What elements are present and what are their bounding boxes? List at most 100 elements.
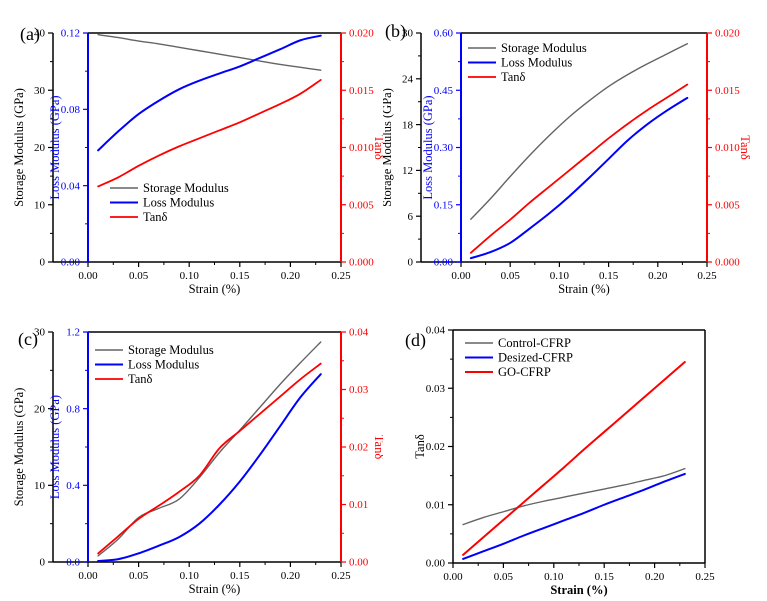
- legend-label: Loss Modulus: [143, 196, 214, 210]
- y-tick-label: 0.000: [349, 257, 374, 269]
- legend-label: Control-CFRP: [498, 336, 571, 350]
- y-tick-label: 30: [34, 327, 46, 339]
- x-tick-label: 0.25: [697, 270, 717, 282]
- legend-label: Tanδ: [128, 372, 153, 386]
- series-line-tan-: [469, 83, 689, 254]
- y-tick-label: 10: [34, 480, 46, 492]
- x-tick-label: 0.05: [501, 270, 521, 282]
- x-axis-title: Strain (%): [189, 582, 241, 596]
- x-tick-label: 0.20: [648, 270, 668, 282]
- chart-a: 0.00 0.05 0.10 0.15 0.20 0.25 Strain (%) 0 10 20 3…: [12, 24, 383, 296]
- x-tick-label: 0.15: [230, 270, 250, 282]
- x-tick-label: 0.05: [129, 270, 149, 282]
- series-line-go-cfrp: [462, 361, 686, 556]
- series-line-loss-modulus: [97, 34, 322, 152]
- x-tick-label: 0.15: [230, 570, 250, 582]
- y-tick-label: 0: [408, 257, 414, 269]
- y-axis-title-0: Storage Modulus (GPa): [383, 88, 394, 207]
- y-tick-label: 0.4: [66, 480, 80, 492]
- chart-b: 0.00 0.05 0.10 0.15 0.20 0.25 Strain (%) 0 6 12 18…: [383, 21, 752, 296]
- y-axis-title-0: Storage Modulus (GPa): [12, 388, 26, 507]
- y-tick-label: 20: [34, 142, 46, 154]
- panel-c: 0.00 0.05 0.10 0.15 0.20 0.25 Strain (%) 0 10 20 3…: [0, 300, 383, 601]
- y-tick-label: 20: [34, 403, 46, 415]
- x-tick-label: 0.05: [129, 570, 149, 582]
- series-line-tan-: [97, 362, 322, 555]
- y-tick-label: 0.00: [434, 257, 454, 269]
- y-axis-title-0: Tanδ: [413, 434, 427, 459]
- legend-label: Desized-CFRP: [498, 351, 573, 365]
- panel-a: 0.00 0.05 0.10 0.15 0.20 0.25 Strain (%) 0 10 20 3…: [0, 0, 383, 300]
- series-line-storage-modulus: [97, 34, 322, 71]
- y-axis-title-1: Loss Modulus (GPa): [421, 95, 435, 199]
- x-tick-label: 0.25: [331, 570, 351, 582]
- x-tick-label: 0.00: [78, 570, 98, 582]
- x-tick-label: 0.15: [599, 270, 619, 282]
- series-line-desized-cfrp: [462, 472, 686, 560]
- y-axis-title-2: Tanδ: [372, 135, 383, 160]
- y-tick-label: 0.00: [61, 257, 81, 269]
- series-line-loss-modulus: [97, 373, 322, 563]
- y-tick-label: 0.020: [715, 28, 740, 40]
- y-tick-label: 1.2: [66, 327, 80, 339]
- x-axis-title: Strain (%): [189, 282, 241, 296]
- y-tick-label: 0.04: [426, 325, 446, 337]
- x-tick-label: 0.10: [180, 570, 200, 582]
- y-tick-label: 0.03: [349, 384, 369, 396]
- x-tick-label: 0.20: [645, 571, 665, 583]
- x-tick-label: 0.00: [451, 270, 471, 282]
- legend-label: Loss Modulus: [128, 358, 199, 372]
- series-line-control-cfrp: [462, 467, 686, 526]
- x-tick-label: 0.10: [544, 571, 564, 583]
- legend-label: Loss Modulus: [501, 56, 572, 70]
- legend-label: Storage Modulus: [143, 181, 229, 195]
- y-tick-label: 0.12: [61, 28, 80, 40]
- panel-b: 0.00 0.05 0.10 0.15 0.20 0.25 Strain (%) 0 6 12 18…: [383, 0, 767, 300]
- y-tick-label: 0.30: [434, 142, 454, 154]
- y-tick-label: 0.15: [434, 199, 454, 211]
- y-tick-label: 0.04: [349, 327, 369, 339]
- y-tick-label: 0: [40, 257, 46, 269]
- x-tick-label: 0.05: [494, 571, 514, 583]
- y-tick-label: 0.005: [349, 199, 374, 211]
- x-tick-label: 0.10: [550, 270, 570, 282]
- y-tick-label: 6: [408, 211, 414, 223]
- y-tick-label: 0.005: [715, 199, 740, 211]
- x-tick-label: 0.00: [78, 270, 98, 282]
- chart-c: 0.00 0.05 0.10 0.15 0.20 0.25 Strain (%) 0 10 20 3…: [12, 327, 383, 596]
- x-tick-label: 0.10: [180, 270, 200, 282]
- series-line-storage-modulus: [97, 341, 322, 557]
- panel-letter-a: (a): [20, 24, 40, 45]
- legend-label: Tanδ: [143, 210, 168, 224]
- y-tick-label: 30: [34, 85, 46, 97]
- y-tick-label: 0.04: [61, 180, 81, 192]
- y-tick-label: 0.0: [66, 557, 80, 569]
- y-tick-label: 0.010: [349, 142, 374, 154]
- legend-label: GO-CFRP: [498, 365, 551, 379]
- y-tick-label: 0: [40, 557, 46, 569]
- y-axis-title-1: Loss Modulus (GPa): [48, 395, 62, 499]
- panel-d: 0.00 0.05 0.10 0.15 0.20 0.25 Strain (%) 0.00 0.…: [383, 300, 767, 601]
- legend-label: Storage Modulus: [501, 41, 587, 55]
- y-tick-label: 0.01: [426, 499, 445, 511]
- series-line-storage-modulus: [470, 42, 689, 220]
- x-tick-label: 0.20: [281, 570, 301, 582]
- x-axis-title: Strain (%): [550, 583, 607, 597]
- y-tick-label: 0.015: [349, 85, 374, 97]
- y-tick-label: 0.03: [426, 383, 446, 395]
- x-tick-label: 0.20: [281, 270, 301, 282]
- y-tick-label: 0.08: [61, 104, 81, 116]
- y-tick-label: 0.010: [715, 142, 740, 154]
- y-axis-title-2: Tanδ: [372, 435, 383, 460]
- y-tick-label: 18: [402, 119, 414, 131]
- y-tick-label: 0.8: [66, 403, 80, 415]
- y-tick-label: 0.020: [349, 28, 374, 40]
- y-axis-title-0: Storage Modulus (GPa): [12, 88, 26, 207]
- panel-letter-b: (b): [385, 21, 406, 42]
- y-tick-label: 0.00: [349, 557, 369, 569]
- y-tick-label: 24: [402, 74, 414, 86]
- y-tick-label: 30: [402, 28, 414, 40]
- chart-d: 0.00 0.05 0.10 0.15 0.20 0.25 Strain (%) 0.00 0.…: [405, 325, 715, 597]
- y-tick-label: 0.01: [349, 499, 368, 511]
